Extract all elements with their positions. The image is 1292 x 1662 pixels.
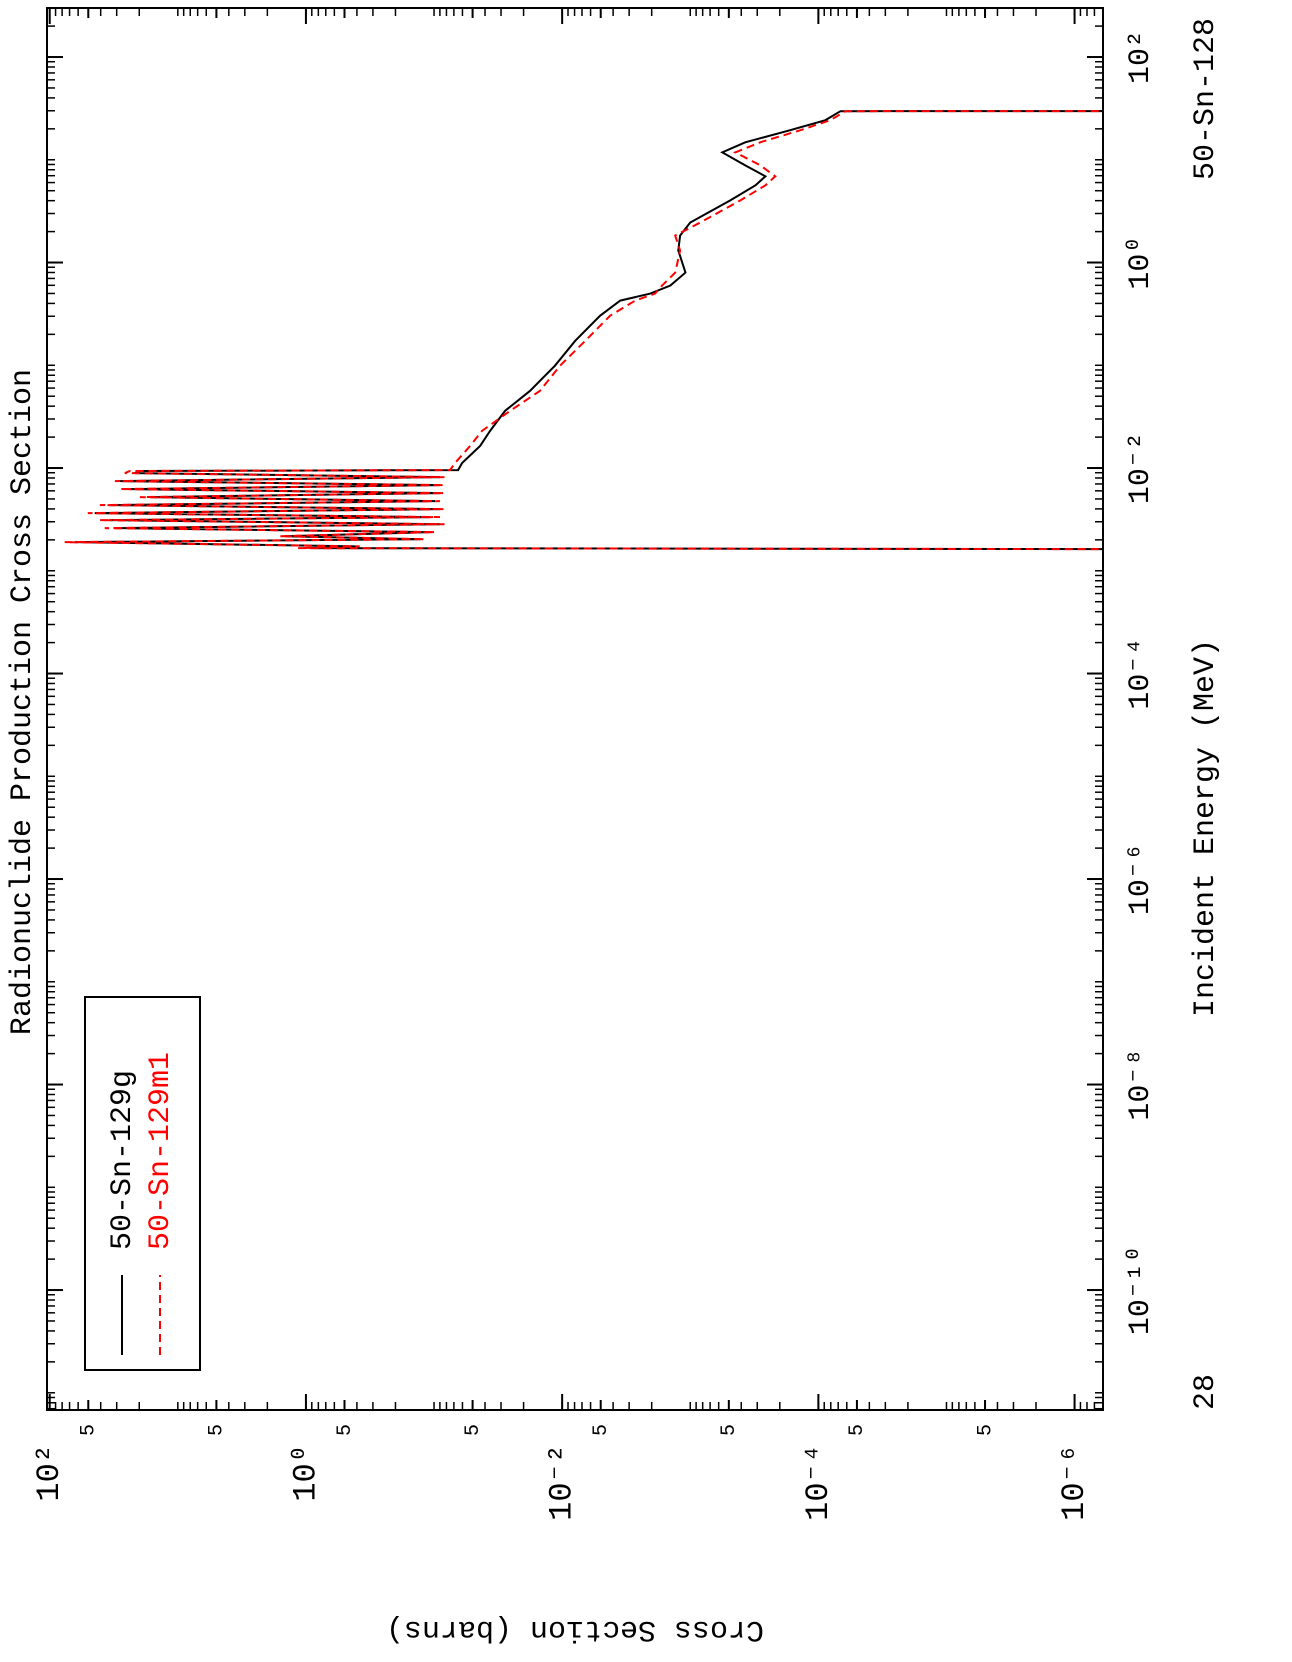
y-tick-label: 5 (78, 1424, 101, 1436)
x-tick-label: 10⁻¹⁰ (1124, 1245, 1158, 1335)
x-tick-label: 10⁻⁸ (1124, 1048, 1158, 1120)
legend-box (84, 996, 201, 1371)
legend-label: 50-Sn-129g (106, 1070, 140, 1250)
y-tick-label: 10⁻² (544, 1444, 581, 1521)
corner-label: 28 (1189, 1374, 1223, 1410)
y-tick-label: 5 (590, 1424, 613, 1436)
y-tick-label: 10⁰ (287, 1444, 324, 1502)
x-tick-label: 10⁻² (1124, 432, 1158, 504)
y-tick-label: 10⁻⁶ (1056, 1444, 1093, 1521)
x-tick-label: 10² (1124, 30, 1158, 84)
plot-frame (46, 7, 1104, 1411)
plot-group: Radionuclide Production Cross Section In… (6, 7, 1223, 1646)
legend: 50-Sn-129g 50-Sn-129m1 (84, 996, 201, 1371)
target-label: 50-Sn-128 (1189, 18, 1223, 180)
legend-label: 50-Sn-129m1 (144, 1052, 178, 1250)
y-axis-label: Cross Section (barns) (386, 1612, 764, 1646)
x-tick-label: 10⁻⁴ (1124, 637, 1158, 709)
chart-title: Radionuclide Production Cross Section (6, 369, 40, 1035)
y-tick-label: 5 (462, 1424, 485, 1436)
plot-area (64, 110, 1103, 551)
y-tick-label: 10² (31, 1444, 68, 1502)
x-tick-label: 10⁰ (1124, 235, 1158, 289)
x-axis-label: Incident Energy (MeV) (1189, 639, 1223, 1017)
y-tick-label: 5 (718, 1424, 741, 1436)
y-tick-label: 5 (334, 1424, 357, 1436)
y-tick-label: 5 (846, 1424, 869, 1436)
series-line (64, 110, 1103, 551)
y-tick-label: 5 (206, 1424, 229, 1436)
y-tick-label: 5 (974, 1424, 997, 1436)
x-tick-label: 10⁻⁶ (1124, 843, 1158, 915)
y-tick-label: 10⁻⁴ (800, 1444, 837, 1521)
